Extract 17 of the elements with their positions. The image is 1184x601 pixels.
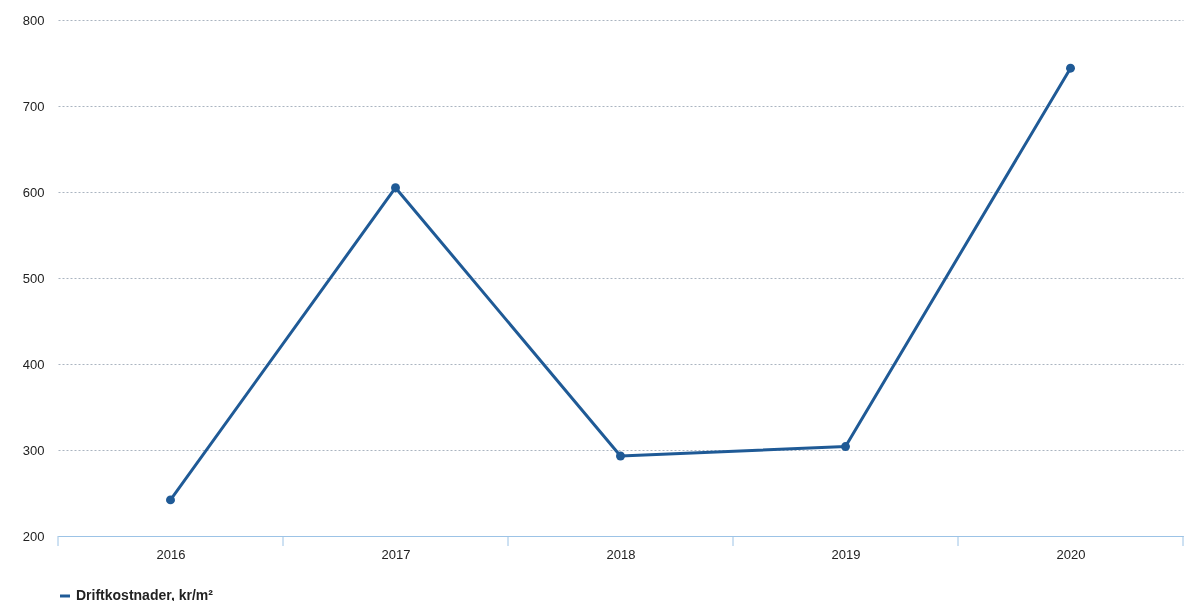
x-tick-label: 2020 [1056, 546, 1086, 562]
x-tick-label: 2017 [381, 546, 411, 562]
y-tick-label: 600 [22, 184, 45, 200]
point [1066, 63, 1075, 73]
y-tick-label: 700 [22, 98, 45, 114]
x-tick-label: 2018 [606, 546, 636, 562]
point [166, 495, 175, 505]
point [391, 183, 400, 193]
y-tick-label: 400 [22, 356, 45, 372]
x-tick-label: 2016 [156, 546, 186, 562]
y-tick-label: 200 [22, 528, 45, 544]
y-tick-label: 800 [22, 12, 45, 28]
point [616, 451, 625, 461]
y-tick-label: 300 [22, 442, 45, 458]
point [841, 442, 850, 452]
y-tick-label: 500 [22, 270, 45, 286]
x-tick-label: 2019 [831, 546, 861, 562]
